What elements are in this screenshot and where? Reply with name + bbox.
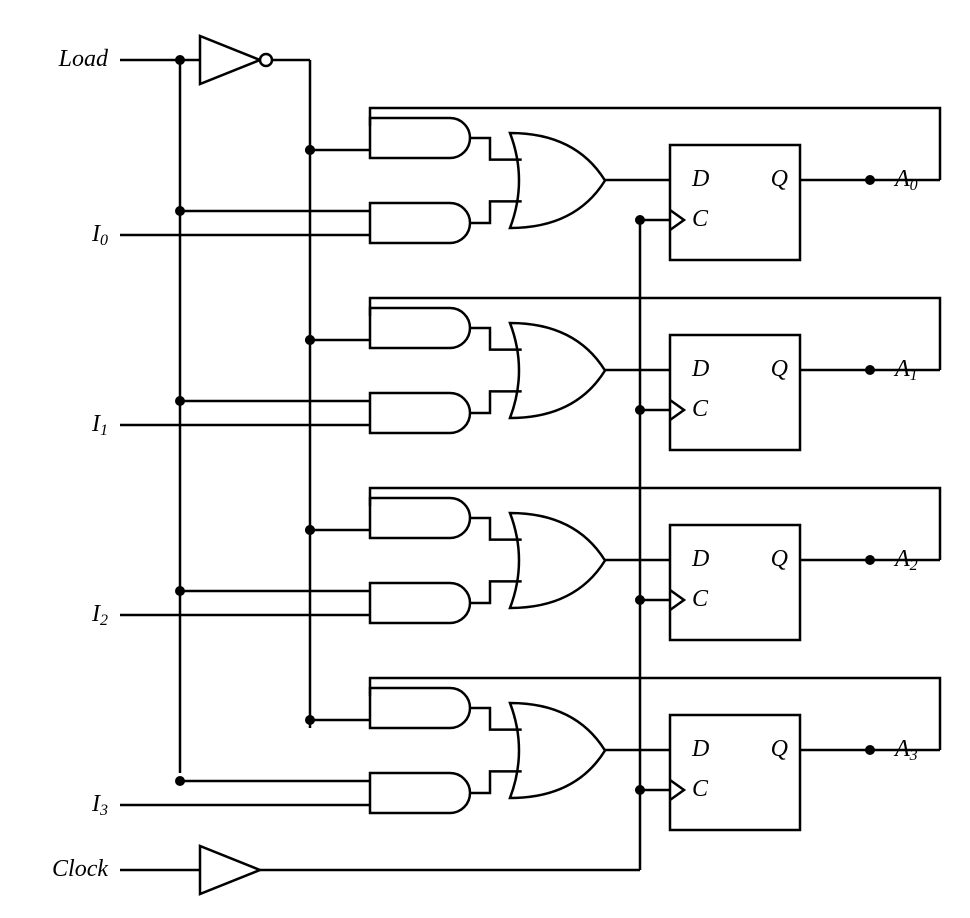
load-dot-0 (175, 206, 185, 216)
ff-D-label-0: D (691, 166, 709, 192)
notload-junction-0 (305, 145, 315, 155)
not-bubble (260, 54, 272, 66)
ff-Q-label-2: Q (771, 546, 788, 572)
ff-D-label-3: D (691, 736, 709, 762)
clock-dot-2 (635, 595, 645, 605)
ff-C-label-0: C (692, 206, 709, 232)
ff-D-label-2: D (691, 546, 709, 572)
clock-label: Clock (52, 856, 108, 882)
ff-Q-label-3: Q (771, 736, 788, 762)
and-gate-3-top (370, 688, 470, 728)
and-gate-3-bot (370, 773, 470, 813)
out-dot-1 (865, 365, 875, 375)
out-dot-2 (865, 555, 875, 565)
clock-dot-0 (635, 215, 645, 225)
and-gate-1-top (370, 308, 470, 348)
notload-junction-2 (305, 525, 315, 535)
clock-dot-1 (635, 405, 645, 415)
and-gate-2-bot (370, 583, 470, 623)
flipflop-1 (670, 335, 800, 450)
ff-Q-label-1: Q (771, 356, 788, 382)
flipflop-2 (670, 525, 800, 640)
clock-dot-3 (635, 785, 645, 795)
and-gate-0-bot (370, 203, 470, 243)
and-gate-1-bot (370, 393, 470, 433)
load-dot-3 (175, 776, 185, 786)
flipflop-3 (670, 715, 800, 830)
flipflop-0 (670, 145, 800, 260)
notload-junction-1 (305, 335, 315, 345)
ff-C-label-1: C (692, 396, 709, 422)
ff-Q-label-0: Q (771, 166, 788, 192)
out-dot-3 (865, 745, 875, 755)
load-dot-2 (175, 586, 185, 596)
notload-junction-3 (305, 715, 315, 725)
and-gate-0-top (370, 118, 470, 158)
ff-C-label-3: C (692, 776, 709, 802)
load-dot-1 (175, 396, 185, 406)
and-gate-2-top (370, 498, 470, 538)
load-label: Load (58, 46, 109, 72)
ff-C-label-2: C (692, 586, 709, 612)
circuit-diagram: LoadClockDCQA0I0DCQA1I1DCQA2I2DCQA3I3 (0, 0, 970, 918)
ff-D-label-1: D (691, 356, 709, 382)
out-dot-0 (865, 175, 875, 185)
